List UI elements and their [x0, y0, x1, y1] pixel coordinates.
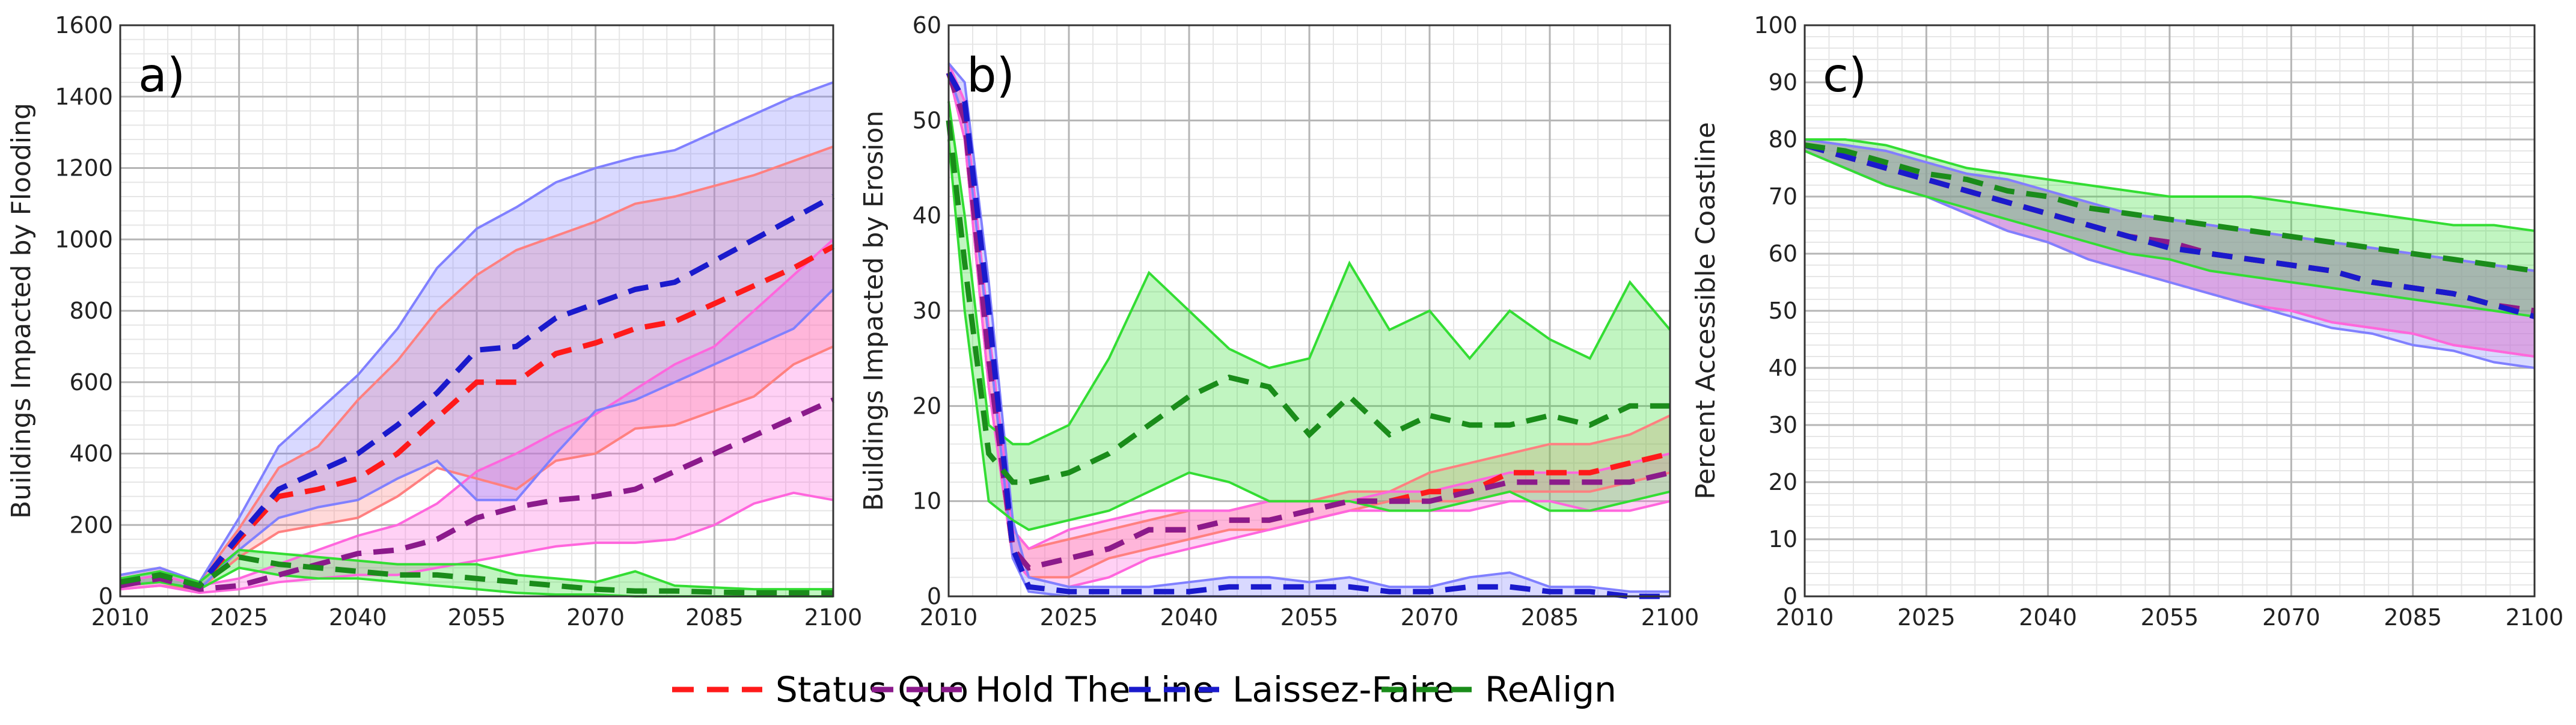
- y-tick-label: 30: [1769, 412, 1797, 438]
- plot-frame: [947, 24, 1671, 598]
- x-tick-label: 2055: [448, 604, 506, 631]
- y-tick-label: 10: [913, 488, 941, 515]
- panel-a: 2010 2025 2040 2055 2070 2085 2100 0 200 400 600 80…: [6, 12, 862, 631]
- y-tick-label: 1000: [55, 226, 113, 252]
- x-tick-label: 2070: [566, 604, 625, 631]
- y-tick-label: 70: [1769, 183, 1797, 210]
- x-tick-label: 2100: [804, 604, 863, 631]
- band-edge-upper-realign: [1805, 138, 2535, 232]
- series-line-laissez-faire: [1804, 142, 2536, 319]
- band-edge-lower-hold-the-line: [120, 491, 834, 595]
- y-tick-label: 400: [69, 441, 113, 467]
- band-hold-the-line: [120, 239, 833, 593]
- band-edge-upper-status-quo: [120, 145, 834, 584]
- x-tick-label: 2025: [210, 604, 268, 631]
- mean-lines: [1804, 142, 2536, 319]
- panel-b: 2010 2025 2040 2055 2070 2085 2100 0 10 20 30 40 50 6…: [858, 12, 1699, 631]
- x-tick-label: 2055: [2141, 604, 2199, 631]
- x-tick-label: 2055: [1280, 604, 1339, 631]
- panel-label: a): [138, 49, 185, 103]
- plot-frame: [119, 24, 834, 598]
- y-tick-label: 1400: [55, 84, 113, 110]
- y-tick-label: 40: [1769, 355, 1797, 381]
- y-tick-label: 10: [1769, 526, 1797, 552]
- series-line-laissez-faire: [120, 194, 835, 589]
- series-line-realign: [1804, 142, 2535, 274]
- band-edge-upper-laissez-faire: [947, 63, 1670, 593]
- y-axis-label: Buildings Impacted by Erosion: [858, 111, 889, 511]
- x-tick-label: 2100: [1641, 604, 1699, 631]
- uncertainty-bands: [1804, 138, 2535, 369]
- band-edge-upper-hold-the-line: [120, 238, 834, 587]
- x-tick-label: 2025: [1897, 604, 1956, 631]
- y-tick-label: 0: [99, 583, 113, 610]
- y-tick-label: 50: [913, 107, 941, 133]
- y-tick-label: 30: [913, 298, 941, 324]
- plot-frame: [1804, 24, 2536, 598]
- legend-label: ReAlign: [1485, 669, 1617, 710]
- x-tick-label: 2040: [2019, 604, 2077, 631]
- y-tick-label: 1600: [55, 12, 113, 38]
- band-realign: [949, 101, 1670, 530]
- panel-label: c): [1823, 49, 1867, 103]
- y-tick-label: 1200: [55, 155, 113, 182]
- band-realign: [120, 549, 833, 596]
- y-tick-label: 20: [1769, 469, 1797, 495]
- x-tick-label: 2025: [1040, 604, 1098, 631]
- x-tick-label: 2010: [91, 604, 150, 631]
- y-tick-label: 200: [69, 512, 113, 538]
- band-edge-lower-realign: [1804, 150, 2535, 318]
- x-tick-label: 2085: [2384, 604, 2442, 631]
- y-tick-label: 60: [1769, 240, 1797, 267]
- y-tick-label: 0: [1783, 583, 1797, 610]
- legend: Status Quo Hold The Line Laissez-Faire ReAl…: [672, 669, 1617, 710]
- band-edge-upper-realign: [947, 101, 1671, 445]
- band-realign: [1805, 139, 2535, 317]
- band-status-quo: [1805, 139, 2535, 356]
- x-tick-label: 2040: [1160, 604, 1219, 631]
- x-tick-label: 2010: [920, 604, 978, 631]
- y-tick-label: 0: [927, 583, 941, 610]
- band-edge-upper-realign: [120, 548, 833, 591]
- series-line-hold-the-line: [120, 397, 834, 592]
- y-tick-label: 800: [69, 298, 113, 324]
- x-tick-label: 2100: [2506, 604, 2564, 631]
- x-tick-label: 2070: [2262, 604, 2321, 631]
- panel-label: b): [967, 49, 1015, 103]
- x-tick-label: 2070: [1401, 604, 1459, 631]
- band-hold-the-line: [1805, 139, 2535, 356]
- band-laissez-faire: [1805, 139, 2535, 368]
- x-tick-label: 2040: [329, 604, 387, 631]
- x-tick-label: 2085: [685, 604, 744, 631]
- series-line-laissez-faire: [946, 71, 1670, 599]
- band-laissez-faire: [120, 82, 833, 590]
- y-tick-label: 80: [1769, 126, 1797, 153]
- series-line-realign: [120, 554, 833, 596]
- y-tick-label: 100: [1754, 12, 1797, 38]
- series-line-realign: [946, 120, 1670, 485]
- y-tick-label: 90: [1769, 69, 1797, 96]
- y-tick-label: 50: [1769, 298, 1797, 324]
- x-tick-label: 2085: [1521, 604, 1579, 631]
- band-edge-upper-laissez-faire: [120, 81, 834, 584]
- y-tick-label: 20: [913, 393, 941, 419]
- mean-lines: [946, 71, 1671, 599]
- y-tick-label: 600: [69, 369, 113, 396]
- y-tick-label: 40: [913, 203, 941, 229]
- y-tick-label: 60: [913, 12, 941, 38]
- y-axis-label: Buildings Impacted by Flooding: [6, 103, 37, 519]
- mean-lines: [120, 194, 835, 596]
- panel-c: 2010 2025 2040 2055 2070 2085 2100 0 10 20 30 40 50 6…: [1690, 12, 2563, 631]
- y-axis-label: Percent Accessible Coastline: [1690, 122, 1721, 500]
- band-edge-lower-realign: [947, 139, 1671, 531]
- x-tick-label: 2010: [1776, 604, 1834, 631]
